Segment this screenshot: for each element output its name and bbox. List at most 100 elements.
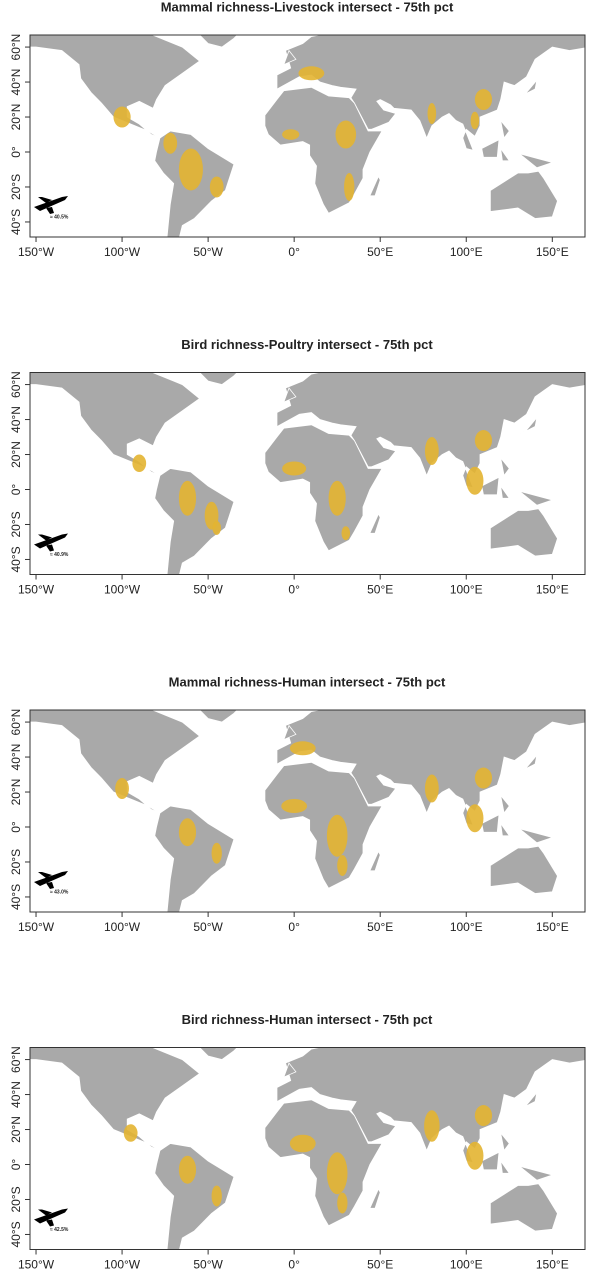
y-tick-label: 60°N xyxy=(9,371,23,398)
hotspot xyxy=(470,111,480,130)
land xyxy=(519,1165,554,1181)
y-tick-label: 40°N xyxy=(9,406,23,433)
hotspot xyxy=(113,106,131,128)
x-tick-label: 50°W xyxy=(193,245,223,259)
hotspot xyxy=(298,66,325,81)
hotspot xyxy=(123,1124,138,1142)
x-tick-label: 50°E xyxy=(367,245,393,259)
y-tick-label: 20°S xyxy=(9,511,23,537)
panel-title: Bird richness-Poultry intersect - 75th p… xyxy=(181,337,433,352)
land xyxy=(30,372,201,476)
y-tick-label: 40°N xyxy=(9,1081,23,1108)
hotspot xyxy=(424,437,439,466)
land xyxy=(500,1132,510,1152)
hotspot xyxy=(115,778,129,800)
y-tick-label: 40°N xyxy=(9,69,23,96)
land xyxy=(264,761,383,889)
hotspot xyxy=(282,129,300,140)
land xyxy=(369,850,381,872)
y-tick-label: 20°S xyxy=(9,1186,23,1212)
x-tick-label: 100°W xyxy=(104,920,141,934)
x-tick-label: 100°W xyxy=(104,245,141,259)
y-tick-label: 20°N xyxy=(9,1116,23,1143)
hotspot xyxy=(466,1141,484,1170)
plot-frame xyxy=(29,34,586,238)
land xyxy=(199,35,238,48)
y-tick-label: 60°N xyxy=(9,34,23,61)
hotspot xyxy=(326,1152,348,1195)
land xyxy=(519,490,554,506)
land xyxy=(481,1151,500,1171)
land-layer xyxy=(30,1047,585,1250)
plot-frame xyxy=(29,709,586,913)
x-tick-label: 150°E xyxy=(536,245,569,259)
land xyxy=(154,805,235,912)
land xyxy=(30,35,201,139)
x-tick-label: 150°W xyxy=(18,583,55,597)
flight-label: ≈ 40.9% xyxy=(50,552,69,558)
y-tick-label: 60°N xyxy=(9,1046,23,1073)
land xyxy=(489,845,558,894)
land-layer xyxy=(30,35,585,237)
x-tick-label: 150°E xyxy=(536,583,569,597)
hotspot xyxy=(335,120,357,149)
land xyxy=(30,1047,201,1151)
x-tick-label: 50°E xyxy=(367,583,393,597)
land xyxy=(500,485,511,499)
y-tick-label: 20°N xyxy=(9,104,23,131)
x-tick-label: 150°E xyxy=(536,920,569,934)
map xyxy=(29,709,586,913)
x-tick-label: 100°E xyxy=(450,583,483,597)
x-tick-label: 150°E xyxy=(536,1258,569,1272)
land xyxy=(457,817,477,838)
plane-icon xyxy=(34,871,68,889)
land xyxy=(517,1091,538,1111)
plane-icon xyxy=(34,533,68,552)
y-tick-label: 40°S xyxy=(9,546,23,572)
y-tick-label: 40°S xyxy=(9,1221,23,1247)
hotspot xyxy=(282,461,307,476)
land xyxy=(500,148,511,162)
hotspot xyxy=(474,1105,493,1127)
y-tick-label: 0° xyxy=(9,821,23,833)
y-tick-label: 20°S xyxy=(9,174,23,200)
panel-title: Mammal richness-Livestock intersect - 75… xyxy=(161,0,454,14)
land xyxy=(154,1143,235,1250)
hotspot xyxy=(337,1192,348,1214)
land xyxy=(283,49,297,66)
land xyxy=(481,814,500,833)
land xyxy=(489,508,558,557)
hotspot xyxy=(474,89,493,111)
x-tick-label: 50°E xyxy=(367,920,393,934)
land-layer xyxy=(30,710,585,912)
y-tick-label: 40°N xyxy=(9,744,23,771)
land xyxy=(276,35,585,151)
hotspot xyxy=(163,132,178,154)
y-tick-label: 0° xyxy=(9,484,23,496)
x-tick-label: 0° xyxy=(288,1258,300,1272)
plane-icon xyxy=(34,1208,68,1227)
land xyxy=(489,170,558,219)
land xyxy=(369,1188,381,1209)
hotspot xyxy=(337,854,348,876)
map xyxy=(29,1047,586,1250)
land xyxy=(264,424,383,552)
land xyxy=(457,1155,477,1176)
x-tick-label: 150°W xyxy=(18,1258,55,1272)
x-tick-label: 150°W xyxy=(18,920,55,934)
hotspot xyxy=(132,454,147,473)
x-tick-label: 0° xyxy=(288,920,300,934)
x-tick-label: 50°W xyxy=(193,583,223,597)
hotspot xyxy=(328,480,346,516)
hotspot xyxy=(209,176,224,198)
land xyxy=(199,1047,238,1061)
hotspot xyxy=(212,520,222,535)
land xyxy=(500,120,510,139)
land xyxy=(519,153,554,169)
land xyxy=(369,175,381,197)
map xyxy=(29,34,586,238)
land xyxy=(500,457,510,477)
hotspot xyxy=(341,526,351,541)
land xyxy=(517,753,538,774)
